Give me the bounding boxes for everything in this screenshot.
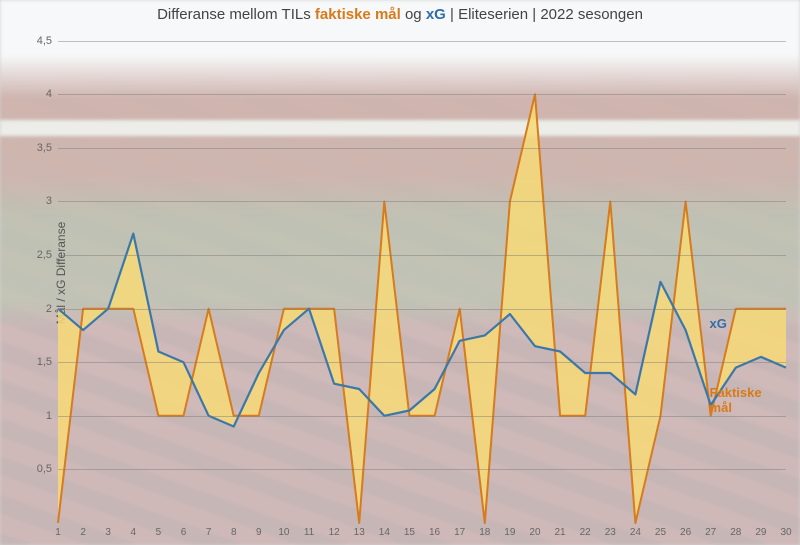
x-tick: 28 [730,523,741,538]
x-tick: 13 [354,523,365,538]
gridline [58,94,786,95]
x-tick: 18 [479,523,490,538]
x-tick: 19 [504,523,515,538]
y-tick: 4 [46,88,58,100]
x-tick: 6 [181,523,187,538]
x-tick: 17 [454,523,465,538]
y-tick: 3 [46,195,58,207]
x-tick: 8 [231,523,237,538]
x-tick: 9 [256,523,262,538]
plot-svg [58,30,786,523]
gridline [58,362,786,363]
y-tick: 1 [46,410,58,422]
x-tick: 16 [429,523,440,538]
x-tick: 25 [655,523,666,538]
gridline [58,416,786,417]
gridline [58,201,786,202]
y-tick: 2,5 [37,249,58,261]
gridline [58,148,786,149]
x-tick: 11 [304,523,314,538]
x-tick: 15 [404,523,415,538]
x-tick: 23 [605,523,616,538]
x-tick: 20 [529,523,540,538]
x-tick: 4 [131,523,137,538]
x-tick: 3 [105,523,111,538]
y-tick: 1,5 [37,356,58,368]
x-tick: 5 [156,523,162,538]
x-tick: 14 [379,523,390,538]
x-tick: 22 [580,523,591,538]
x-tick: 1 [55,523,61,538]
x-tick: 27 [705,523,716,538]
gridline [58,255,786,256]
x-tick: 10 [278,523,289,538]
x-tick: 21 [555,523,566,538]
gridline [58,309,786,310]
plot-area: xG Faktiske mål 0,511,522,533,544,512345… [58,30,786,523]
y-tick: 3,5 [37,142,58,154]
x-tick: 7 [206,523,212,538]
gridline [58,469,786,470]
x-tick: 26 [680,523,691,538]
gridline [58,41,786,42]
x-tick: 12 [329,523,340,538]
x-tick: 24 [630,523,641,538]
y-tick: 0,5 [37,463,58,475]
x-tick: 30 [780,523,791,538]
chart-container: Differanse mellom TILs faktiske mål og x… [0,0,800,545]
y-tick: 2 [46,303,58,315]
x-tick: 2 [80,523,86,538]
y-tick: 4,5 [37,35,58,47]
x-tick: 29 [755,523,766,538]
